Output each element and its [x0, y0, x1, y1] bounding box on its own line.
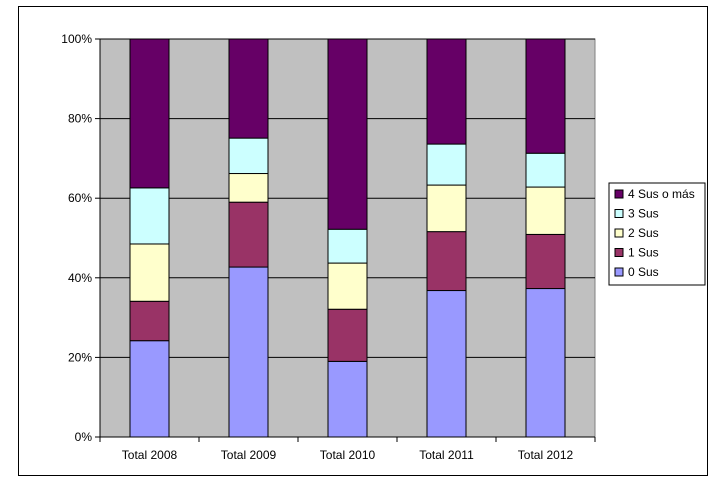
stacked-bar-chart: 0%20%40%60%80%100% Total 2008 Total 2009 T… [61, 32, 706, 462]
axes [99, 39, 595, 438]
bar-segment-1-sus-2 [327, 308, 368, 362]
y-tick-label: 60% [68, 191, 92, 205]
x-tick-label: Total 2009 [221, 448, 277, 462]
bar-segment-4-sus-o-m-s-4 [525, 38, 566, 154]
y-tick-label: 0% [75, 430, 93, 444]
bar-segment-3-sus-4 [525, 152, 566, 188]
legend-label: 0 Sus [628, 265, 659, 279]
x-tick-label: Total 2012 [518, 448, 574, 462]
bar-segment-0-sus-0 [129, 340, 170, 438]
bar-segment-4-sus-o-m-s-0 [129, 38, 170, 189]
bar-segment-1-sus-0 [129, 300, 170, 342]
legend-box [608, 182, 706, 286]
x-axis-ticks: Total 2008 Total 2009 Total 2010 Total 2011… [99, 437, 596, 462]
bar-segment-2-sus-0 [129, 243, 170, 302]
y-axis-ticks: 0% 20% 40% 60% 80% 100% [61, 32, 100, 444]
chart-area: 0% 20% 40% 60% 80% 100% Total 2008 Total 2009 T… [18, 6, 708, 476]
legend-swatch [614, 267, 624, 277]
legend-swatch [614, 228, 624, 238]
y-tick-label: 20% [68, 350, 92, 364]
legend-label: 2 Sus [628, 226, 659, 240]
x-tick-label: Total 2011 [419, 448, 474, 462]
y-tick-label: 40% [68, 271, 92, 285]
y-tick-label: 80% [68, 112, 92, 126]
bar-segment-4-sus-o-m-s-1 [228, 38, 269, 139]
bar-segment-0-sus-2 [327, 360, 368, 438]
bar-segment-3-sus-0 [129, 187, 170, 245]
y-tick-label: 100% [61, 32, 92, 46]
bars [129, 38, 566, 438]
bar-segment-0-sus-1 [228, 266, 269, 438]
legend-label: 4 Sus o más [628, 187, 695, 201]
bar-segment-1-sus-1 [228, 201, 269, 268]
x-tick-label: Total 2008 [122, 448, 178, 462]
bar-segment-3-sus-2 [327, 228, 368, 264]
bar-segment-2-sus-4 [525, 186, 566, 235]
legend-label: 1 Sus [628, 246, 659, 260]
legend-label: 3 Sus [628, 207, 659, 221]
bar-segment-2-sus-3 [426, 184, 467, 233]
bar-segment-3-sus-3 [426, 143, 467, 186]
bar-segment-3-sus-1 [228, 137, 269, 175]
bar-segment-4-sus-o-m-s-2 [327, 38, 368, 230]
bar-segment-0-sus-3 [426, 290, 467, 438]
bar-segment-2-sus-2 [327, 262, 368, 310]
legend: 4 Sus o más 3 Sus 2 Sus 1 Sus 0 Sus [608, 182, 706, 286]
bar-segment-2-sus-1 [228, 173, 269, 203]
legend-swatch [614, 189, 624, 199]
bar-segment-4-sus-o-m-s-3 [426, 38, 467, 145]
legend-swatch [614, 248, 624, 257]
bar-segment-1-sus-4 [525, 233, 566, 290]
bar-segment-0-sus-4 [525, 288, 566, 438]
bar-segment-1-sus-3 [426, 231, 467, 292]
x-tick-label: Total 2010 [320, 448, 376, 462]
legend-swatch [614, 209, 624, 218]
